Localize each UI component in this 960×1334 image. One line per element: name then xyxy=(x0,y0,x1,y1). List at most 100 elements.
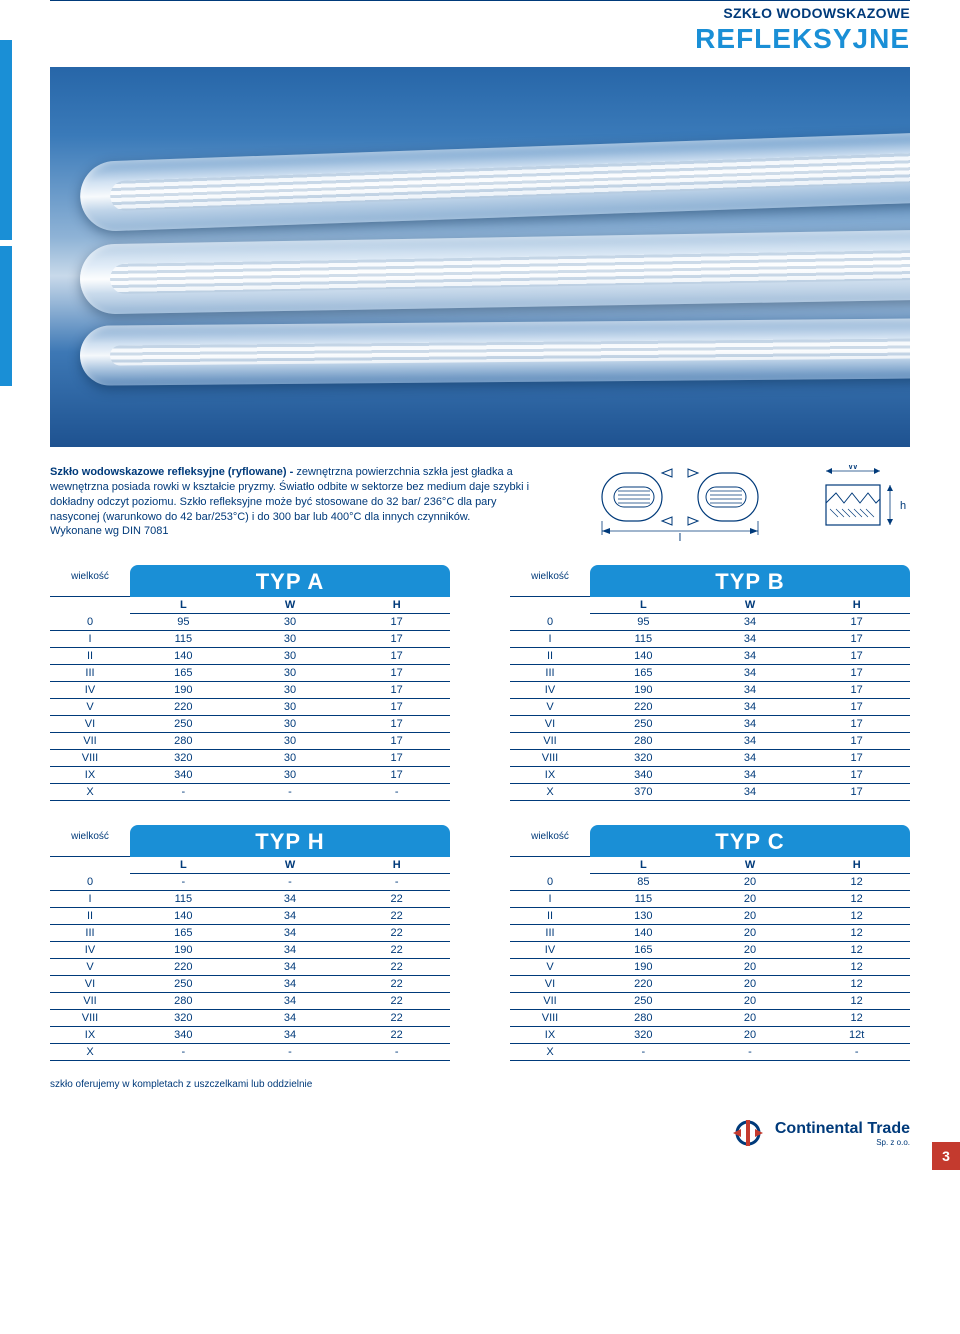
cell-h: 12 xyxy=(803,993,910,1010)
cell-l: 130 xyxy=(590,908,697,925)
table-typ-b: wielkośćTYP BLWH0953417I1153417II1403417… xyxy=(510,565,910,801)
row-size: VII xyxy=(50,993,130,1010)
row-size: IV xyxy=(510,682,590,699)
cell-w: 34 xyxy=(237,1010,344,1027)
row-size: II xyxy=(50,648,130,665)
page-number-badge: 3 xyxy=(932,1142,960,1170)
cell-w: 20 xyxy=(697,1027,804,1044)
cell-h: 12t xyxy=(803,1027,910,1044)
cell-l: 165 xyxy=(590,665,697,682)
table-row: VI2503422 xyxy=(50,976,450,993)
cell-h: 17 xyxy=(343,699,450,716)
page-title: REFLEKSYJNE xyxy=(50,23,910,55)
cell-l: 250 xyxy=(130,976,237,993)
cell-h: 17 xyxy=(803,614,910,631)
cell-w: 30 xyxy=(237,699,344,716)
table-row: II1403417 xyxy=(510,648,910,665)
row-size: 0 xyxy=(50,614,130,631)
dimension-diagram: l W h xyxy=(561,465,910,543)
row-size: VIII xyxy=(50,750,130,767)
cell-h: 22 xyxy=(343,891,450,908)
cell-l: 340 xyxy=(130,767,237,784)
row-size: IV xyxy=(50,682,130,699)
cell-h: 17 xyxy=(803,750,910,767)
col-header: W xyxy=(697,597,804,614)
cell-h: 12 xyxy=(803,959,910,976)
table-row: 0--- xyxy=(50,874,450,891)
cell-h: 17 xyxy=(343,716,450,733)
footer: Continental Trade Sp. z o.o. xyxy=(50,1118,910,1148)
cell-l: 220 xyxy=(590,699,697,716)
row-size: I xyxy=(510,631,590,648)
cell-w: 34 xyxy=(237,942,344,959)
cell-l: 220 xyxy=(130,959,237,976)
col-header: L xyxy=(130,857,237,874)
brand-name: Continental Trade xyxy=(775,1120,910,1137)
cell-l: 115 xyxy=(130,631,237,648)
desc-standard: Wykonane wg DIN 7081 xyxy=(50,524,531,539)
row-size: I xyxy=(50,631,130,648)
col-header: L xyxy=(590,857,697,874)
table-row: I1152012 xyxy=(510,891,910,908)
table-row: V2203017 xyxy=(50,699,450,716)
table-row: VII2502012 xyxy=(510,993,910,1010)
row-size: V xyxy=(510,959,590,976)
cell-w: 34 xyxy=(697,614,804,631)
col-header: H xyxy=(343,597,450,614)
row-size: III xyxy=(50,665,130,682)
cell-h: 22 xyxy=(343,976,450,993)
footnote: szkło oferujemy w kompletach z uszczelka… xyxy=(50,1079,910,1090)
table-row: III1402012 xyxy=(510,925,910,942)
cell-h: 12 xyxy=(803,942,910,959)
type-header: TYP A xyxy=(130,565,450,597)
cell-w: 20 xyxy=(697,942,804,959)
table-row: IV1903417 xyxy=(510,682,910,699)
cell-l: 250 xyxy=(590,993,697,1010)
cell-w: 34 xyxy=(237,891,344,908)
cell-w: 34 xyxy=(697,631,804,648)
cell-l: 140 xyxy=(590,925,697,942)
col-header: L xyxy=(130,597,237,614)
table-row: VII2803417 xyxy=(510,733,910,750)
table-row: IV1903017 xyxy=(50,682,450,699)
row-size: II xyxy=(50,908,130,925)
cell-h: 17 xyxy=(803,648,910,665)
row-size: VIII xyxy=(50,1010,130,1027)
row-size: VII xyxy=(510,733,590,750)
cell-h: - xyxy=(343,874,450,891)
cell-h: 12 xyxy=(803,908,910,925)
col-header: W xyxy=(237,857,344,874)
svg-text:h: h xyxy=(900,500,906,512)
table-row: 0953417 xyxy=(510,614,910,631)
cell-l: 220 xyxy=(590,976,697,993)
brand-logo: Continental Trade Sp. z o.o. xyxy=(733,1118,910,1148)
cell-l: 280 xyxy=(590,733,697,750)
cell-h: 12 xyxy=(803,976,910,993)
table-typ-h: wielkośćTYP HLWH0---I1153422II1403422III… xyxy=(50,825,450,1061)
cell-h: 12 xyxy=(803,891,910,908)
col-header: H xyxy=(803,597,910,614)
cell-l: - xyxy=(130,1044,237,1061)
table-row: I1153422 xyxy=(50,891,450,908)
cell-w: 30 xyxy=(237,665,344,682)
cell-l: 115 xyxy=(590,631,697,648)
cell-l: 85 xyxy=(590,874,697,891)
row-size: III xyxy=(510,665,590,682)
cell-w: 34 xyxy=(237,925,344,942)
cell-w: 30 xyxy=(237,631,344,648)
cell-l: 190 xyxy=(130,682,237,699)
row-size: 0 xyxy=(510,614,590,631)
row-size: X xyxy=(50,784,130,801)
row-size: 0 xyxy=(510,874,590,891)
cell-w: 34 xyxy=(697,767,804,784)
cell-h: 17 xyxy=(803,767,910,784)
row-size: V xyxy=(50,959,130,976)
row-size: VIII xyxy=(510,1010,590,1027)
logo-icon xyxy=(733,1118,767,1148)
table-row: IX3202012t xyxy=(510,1027,910,1044)
table-row: VI2503017 xyxy=(50,716,450,733)
cell-w: 34 xyxy=(237,959,344,976)
cell-l: 280 xyxy=(130,993,237,1010)
cell-w: - xyxy=(237,874,344,891)
cell-l: 140 xyxy=(590,648,697,665)
